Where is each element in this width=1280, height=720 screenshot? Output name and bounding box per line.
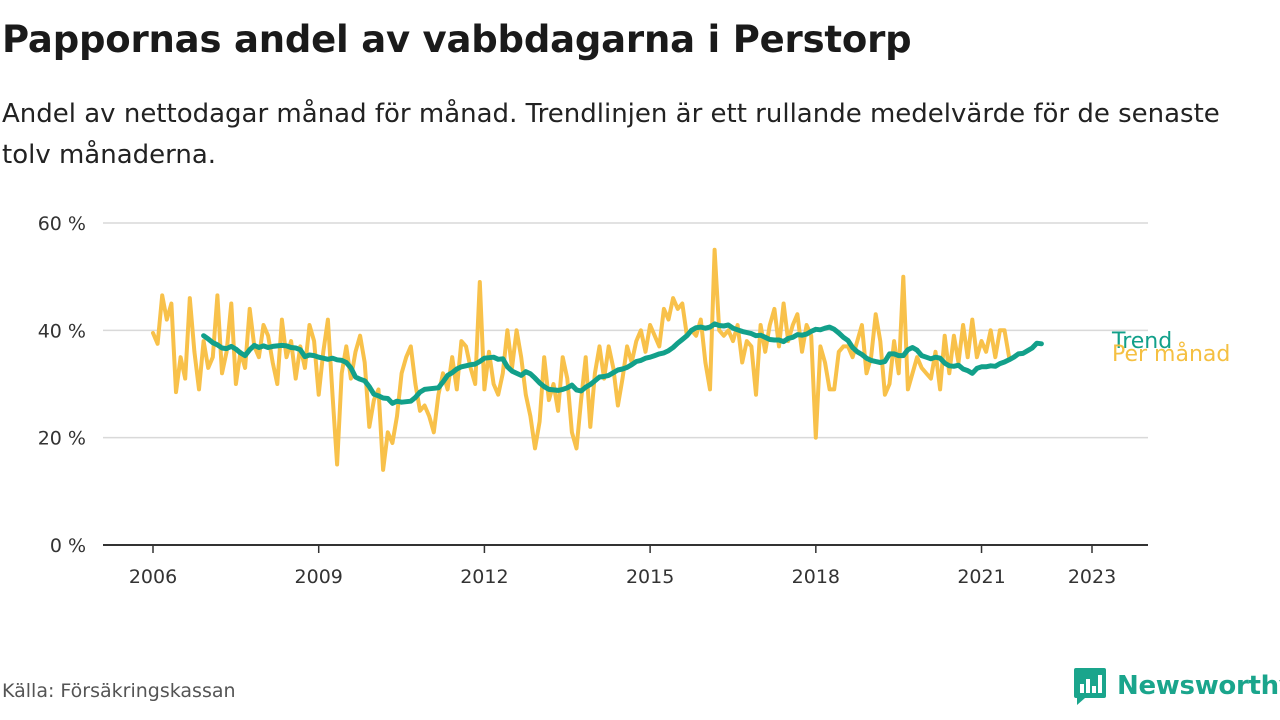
y-tick-label: 20 % [38,428,86,450]
page-subtitle: Andel av nettodagar månad för månad. Tre… [2,99,1220,170]
newsworthy-logo-icon [1074,668,1106,705]
y-tick-label: 0 % [50,535,86,557]
legend-label-per-manad: Per månad [1112,341,1230,367]
series-line-per-manad [151,247,1012,472]
x-axis-ticks: 2006 2009 2012 2015 2018 2021 2023 [129,545,1116,588]
x-tick-label: 2018 [792,566,840,588]
page-title: Pappornas andel av vabbdagarna i Perstor… [2,18,912,61]
y-tick-label: 40 % [38,320,86,342]
x-tick-label: 2006 [129,566,177,588]
y-tick-label: 60 % [38,213,86,235]
y-axis-ticks: 0 % 20 % 40 % 60 % [38,213,86,557]
brand-name: Newsworthy [1117,671,1280,701]
source-note: Källa: Försäkringskassan [2,680,236,702]
x-tick-label: 2023 [1068,566,1116,588]
series-line-trend [201,321,1044,406]
grid-lines [103,222,1148,546]
x-tick-label: 2021 [957,566,1005,588]
line-chart: 0 % 20 % 40 % 60 % 2006 2009 2012 2015 2018 2021… [38,213,1231,588]
x-tick-label: 2009 [295,566,343,588]
x-tick-label: 2012 [460,566,508,588]
brand-logo[interactable]: Newsworthy [1073,665,1280,707]
legend-label-trend: Trend [1111,329,1172,354]
x-tick-label: 2015 [626,566,674,588]
